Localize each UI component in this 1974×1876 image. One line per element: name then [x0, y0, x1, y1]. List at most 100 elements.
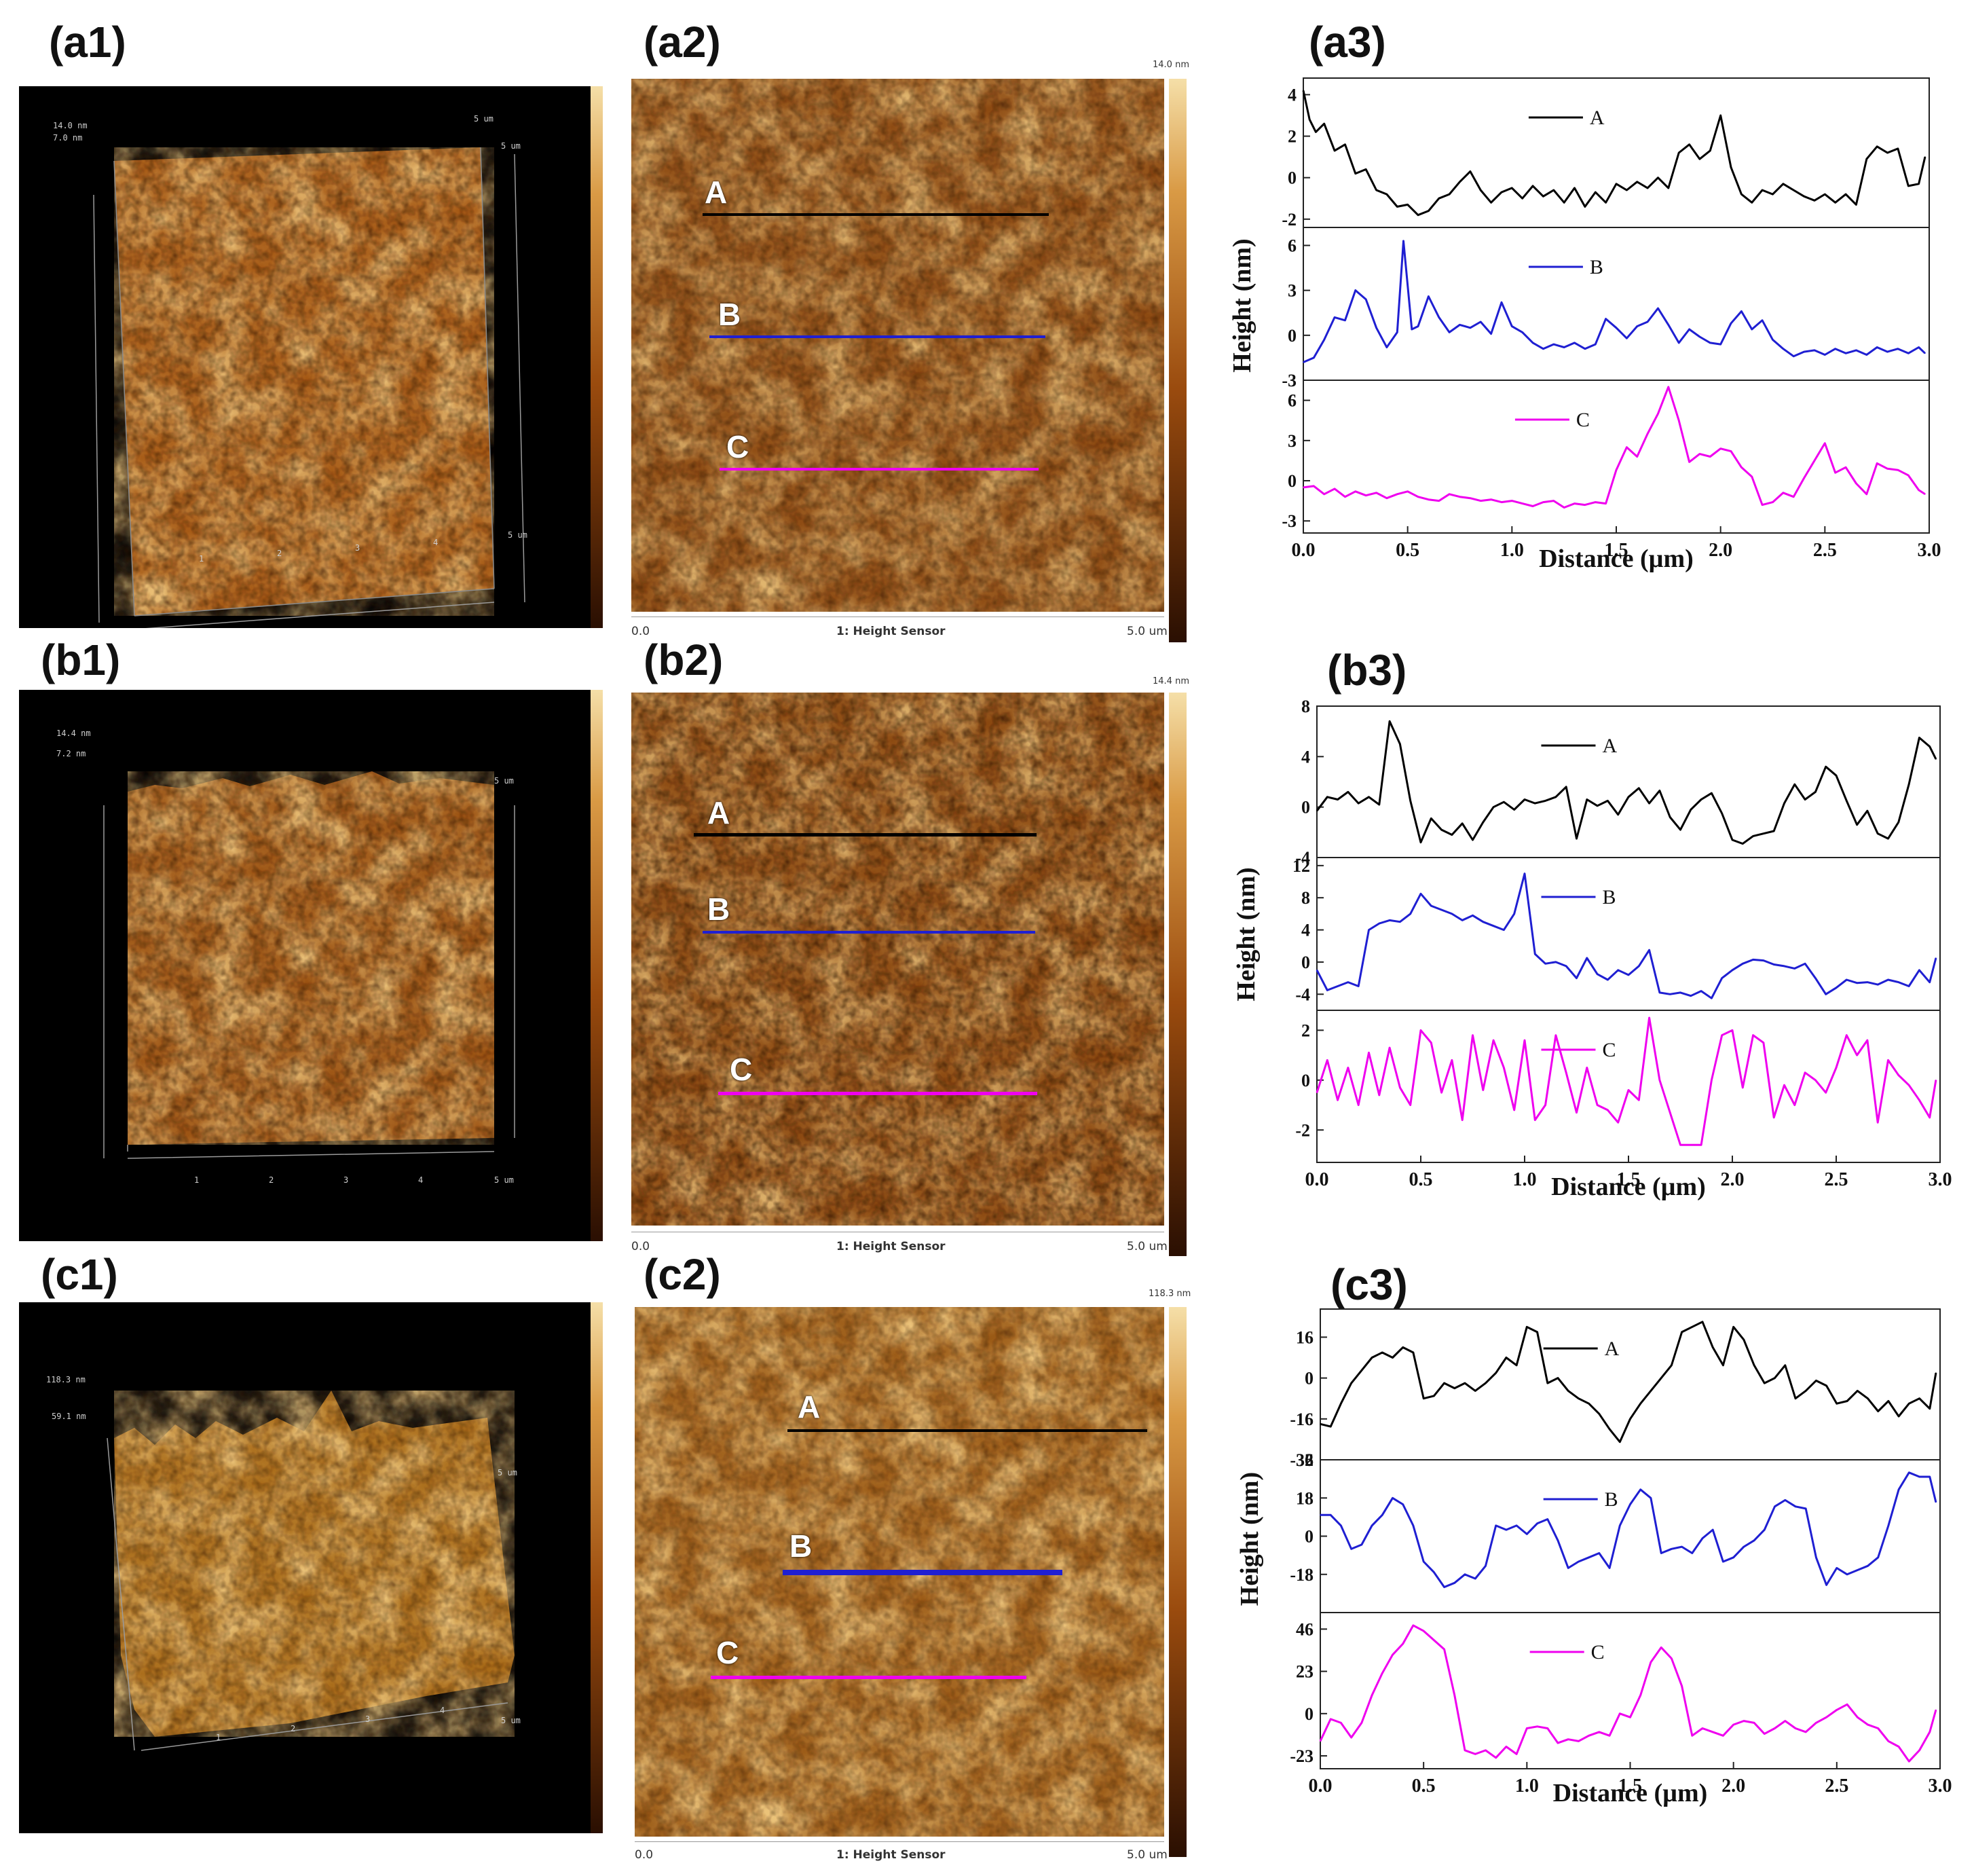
data-point-c3-C-34 — [1671, 1657, 1673, 1659]
data-point-b3-C-34 — [1669, 1111, 1671, 1114]
data-point-c3-C-59 — [1929, 1731, 1931, 1733]
series-line-a3-C — [1303, 386, 1926, 509]
data-point-a3-C-58 — [1907, 475, 1910, 476]
series-line-c3-B — [1320, 1471, 1937, 1588]
data-point-a3-B-39 — [1699, 336, 1700, 337]
tick-b1-x2: 2 — [269, 1175, 274, 1185]
data-point-b3-B-13 — [1451, 913, 1453, 915]
data-point-b3-A-55 — [1887, 838, 1889, 839]
data-point-b3-C-29 — [1617, 1122, 1619, 1123]
x-axis-title-c3: Distance (µm) — [1553, 1779, 1708, 1807]
data-point-a3-A-35 — [1657, 177, 1659, 179]
data-point-b3-C-44 — [1773, 1117, 1774, 1118]
data-point-c3-A-55 — [1888, 1400, 1889, 1402]
legend-label-c3-B: B — [1605, 1488, 1618, 1511]
data-point-a3-C-46 — [1783, 492, 1784, 494]
x-tick-label-a3-3: 1.5 — [1605, 540, 1628, 561]
data-point-b3-B-53 — [1867, 981, 1868, 983]
panel-label-a2: (a2) — [644, 18, 721, 67]
panel-label-b3: (b3) — [1327, 646, 1407, 695]
data-point-a3-C-50 — [1824, 443, 1826, 444]
data-point-a3-B-38 — [1688, 329, 1690, 330]
data-point-c3-A-19 — [1516, 1365, 1517, 1366]
data-point-c3-A-47 — [1805, 1390, 1806, 1392]
data-point-c3-C-37 — [1702, 1727, 1703, 1729]
data-point-b3-C-38 — [1711, 1080, 1713, 1081]
data-point-b3-B-52 — [1856, 982, 1858, 984]
data-point-b3-A-2 — [1337, 798, 1339, 801]
data-point-c3-B-42 — [1753, 1540, 1755, 1541]
data-point-c3-C-33 — [1660, 1647, 1662, 1649]
data-point-a3-A-43 — [1740, 194, 1743, 195]
data-point-c3-A-49 — [1825, 1385, 1827, 1386]
z-max-label-b1: 14.4 nm — [56, 729, 91, 738]
x-end-c2: 5.0 um — [1127, 1848, 1168, 1862]
data-point-c3-A-43 — [1764, 1382, 1766, 1384]
data-point-c3-B-60 — [1935, 1501, 1937, 1503]
data-point-a3-C-41 — [1730, 450, 1732, 452]
colorbar-b1 — [591, 690, 603, 1241]
data-point-c3-A-14 — [1464, 1382, 1466, 1384]
data-point-a3-A-30 — [1605, 202, 1607, 204]
data-point-a3-B-23 — [1532, 342, 1533, 344]
data-point-c3-B-56 — [1898, 1489, 1899, 1490]
data-point-c3-C-5 — [1371, 1695, 1373, 1696]
data-point-b3-B-57 — [1908, 985, 1910, 987]
data-point-c3-B-4 — [1361, 1544, 1362, 1545]
data-point-c3-C-11 — [1433, 1639, 1435, 1641]
data-point-c3-C-12 — [1443, 1649, 1445, 1650]
data-point-a3-C-42 — [1740, 466, 1743, 468]
data-point-c3-B-6 — [1381, 1514, 1383, 1516]
data-point-b3-A-12 — [1440, 829, 1442, 830]
data-point-c3-B-10 — [1423, 1561, 1424, 1562]
scan-line-c2-C — [711, 1676, 1026, 1679]
data-point-b3-B-47 — [1804, 963, 1806, 965]
data-point-a3-A-24 — [1542, 196, 1544, 198]
y-tick-label-a3-B-1: 0 — [1288, 326, 1297, 346]
channel-label-b2: 1: Height Sensor — [836, 1240, 946, 1253]
data-point-c3-B-36 — [1692, 1552, 1693, 1554]
data-point-c3-B-55 — [1888, 1525, 1889, 1526]
data-point-b3-A-38 — [1711, 792, 1713, 794]
data-point-a3-B-50 — [1814, 350, 1815, 351]
data-point-a3-B-33 — [1636, 325, 1638, 327]
tick-c1-x1: 1 — [216, 1733, 221, 1742]
data-point-a3-A-14 — [1438, 198, 1440, 200]
data-point-a3-A-22 — [1521, 198, 1523, 200]
y-tick-label-b3-B-3: 8 — [1301, 888, 1310, 908]
data-point-a3-A-29 — [1595, 191, 1597, 193]
data-point-c3-C-44 — [1774, 1727, 1776, 1729]
legend-label-a3-C: C — [1576, 409, 1590, 431]
data-point-b3-A-9 — [1409, 800, 1411, 802]
data-point-a3-A-56 — [1876, 146, 1878, 147]
data-point-a3-C-55 — [1876, 462, 1878, 464]
x-tick-label-a3-5: 2.5 — [1813, 540, 1837, 561]
data-point-b3-B-60 — [1935, 957, 1937, 959]
data-point-b3-C-56 — [1898, 1074, 1899, 1076]
afm-3d-view-c1: 118.3 nm 59.1 nm 5 um 5 um 1 2 3 4 — [19, 1302, 603, 1833]
series-line-a3-B — [1303, 240, 1926, 363]
data-point-b3-B-9 — [1409, 913, 1411, 915]
data-point-a3-C-10 — [1407, 491, 1409, 492]
data-point-c3-B-45 — [1785, 1499, 1786, 1501]
afm-height-map-c2: A B C — [635, 1307, 1164, 1837]
data-point-b3-A-0 — [1316, 810, 1318, 811]
y-tick-label-b3-B-0: -4 — [1295, 985, 1310, 1004]
data-point-c3-B-9 — [1413, 1525, 1414, 1526]
data-point-c3-A-0 — [1320, 1423, 1321, 1425]
data-point-b3-B-42 — [1752, 959, 1754, 961]
data-point-a3-C-12 — [1428, 498, 1430, 500]
data-point-b3-B-49 — [1825, 993, 1827, 995]
data-point-c3-C-53 — [1867, 1724, 1869, 1725]
data-point-b3-A-34 — [1669, 816, 1671, 818]
data-point-a3-A-37 — [1678, 152, 1679, 153]
data-point-a3-C-48 — [1803, 477, 1805, 479]
x-tick-label-b3-0: 0.0 — [1305, 1169, 1329, 1190]
scan-line-c2-A — [787, 1429, 1147, 1432]
data-point-a3-B-41 — [1719, 344, 1721, 345]
data-point-b3-A-30 — [1628, 796, 1629, 798]
data-point-b3-A-6 — [1379, 804, 1380, 805]
data-point-c3-C-14 — [1464, 1750, 1466, 1751]
data-point-a3-B-22 — [1521, 331, 1523, 333]
plot-frame-a3 — [1303, 77, 1930, 534]
